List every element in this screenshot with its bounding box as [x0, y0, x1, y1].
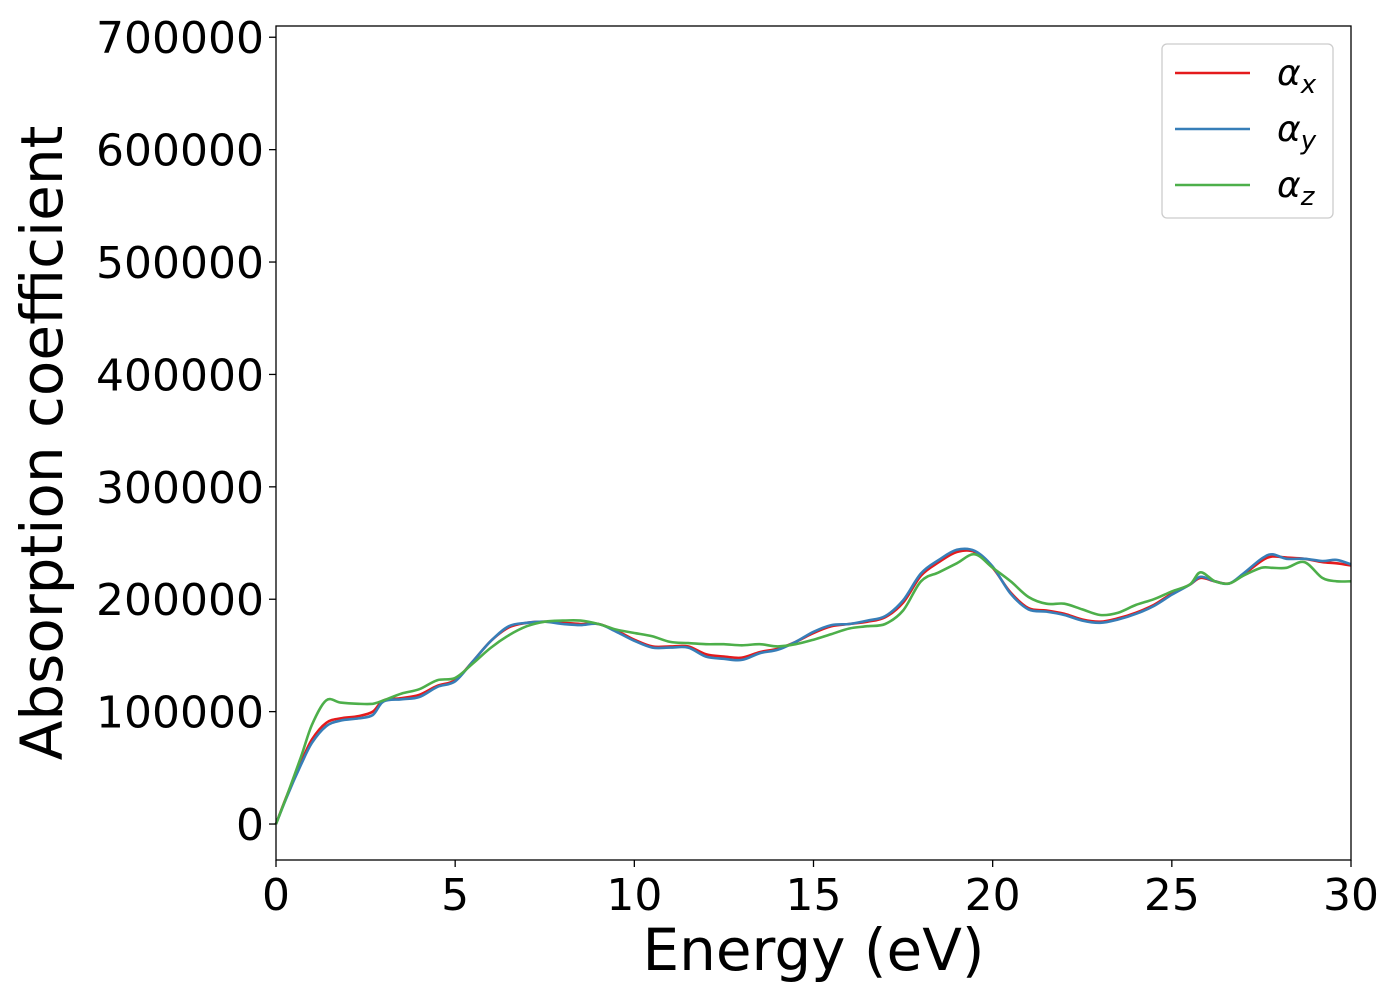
y-tick-label: 400000 [96, 350, 264, 401]
legend-label-y: αy [1277, 109, 1317, 156]
y-tick-label: 200000 [96, 575, 264, 626]
x-tick-label: 25 [1144, 870, 1200, 921]
x-tick-label: 20 [965, 870, 1021, 921]
y-tick-label: 0 [236, 800, 264, 851]
legend-label-z: αz [1277, 165, 1316, 212]
y-tick-label: 600000 [96, 126, 264, 177]
y-tick-label: 100000 [96, 688, 264, 739]
legend: αx αy αz [1161, 43, 1334, 219]
x-axis-ticks: 0 5 10 15 20 25 30 [262, 860, 1379, 921]
x-tick-label: 30 [1323, 870, 1379, 921]
x-tick-label: 5 [441, 870, 469, 921]
y-tick-label: 500000 [96, 238, 264, 289]
legend-label-x: αx [1277, 53, 1317, 100]
x-tick-label: 0 [262, 870, 290, 921]
legend-box [1161, 43, 1334, 219]
x-axis-label: Energy (eV) [642, 916, 984, 984]
y-axis-ticks: 0 100000 200000 300000 400000 500000 600000 700… [96, 13, 276, 851]
x-tick-label: 10 [606, 870, 662, 921]
y-tick-label: 700000 [96, 13, 264, 64]
y-axis-label: Absorption coefficient [8, 126, 76, 761]
series-line-z [274, 552, 1352, 825]
x-tick-label: 15 [786, 870, 842, 921]
series-lines [274, 547, 1352, 825]
y-tick-label: 300000 [96, 463, 264, 514]
